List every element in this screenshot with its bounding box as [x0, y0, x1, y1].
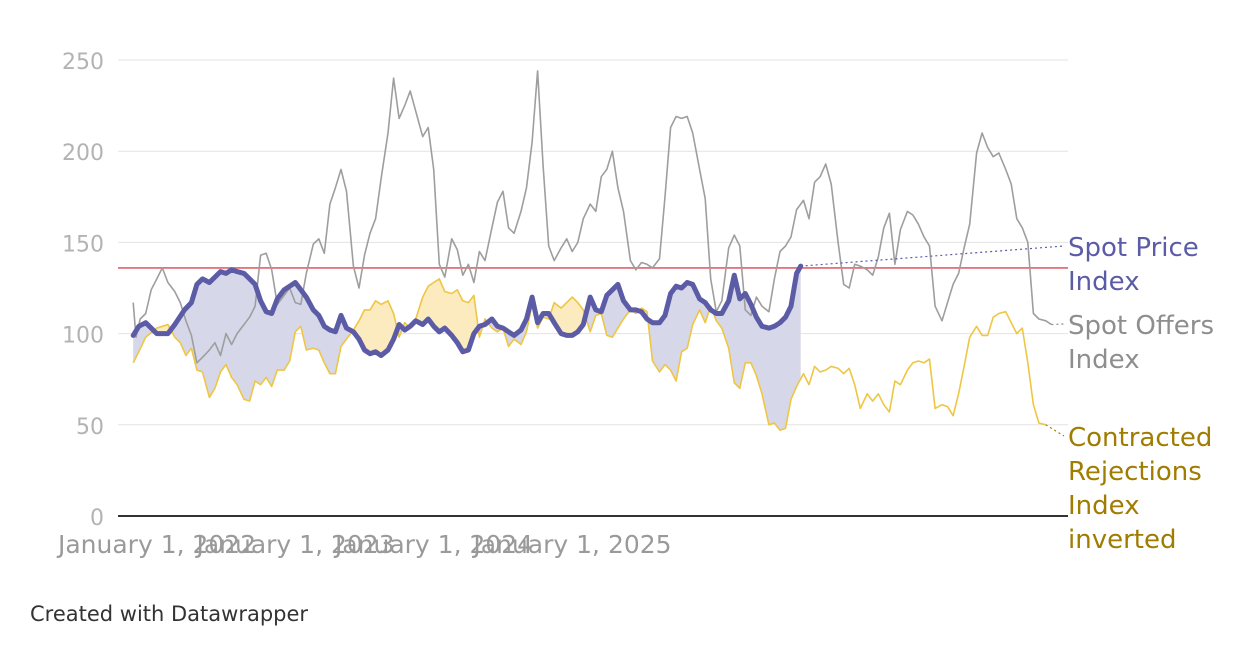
area-spot-above: [133, 322, 154, 363]
series-label-connector: [800, 245, 1065, 267]
series-label-connector: [1045, 424, 1065, 437]
area-spot-above: [712, 266, 801, 430]
series-label: Spot Price: [1068, 233, 1199, 263]
area-spot-above: [585, 284, 639, 338]
series-label-connector: [1051, 323, 1065, 326]
area-rejections-above: [413, 279, 479, 352]
series-line-spot-offers: [132, 70, 1052, 364]
series-lines: [130, 70, 1052, 432]
series-label: Spot Offers: [1068, 311, 1214, 341]
y-axis-ticks: 0 50 100 150 200 250: [62, 50, 104, 531]
series-label: Contracted: [1068, 423, 1212, 453]
y-tick-label: 0: [90, 506, 104, 531]
series-label: Index: [1068, 491, 1140, 521]
x-tick-label: January 1, 2022: [56, 530, 256, 559]
area-rejections-above: [352, 300, 398, 356]
y-tick-label: 150: [62, 232, 104, 257]
series-label: Index: [1068, 267, 1140, 297]
area-spot-above: [647, 282, 710, 381]
x-tick-label: January 1, 2025: [471, 530, 671, 559]
series-label: Rejections: [1068, 457, 1202, 487]
y-tick-label: 50: [76, 415, 104, 440]
x-tick-label: January 1, 2023: [194, 530, 394, 559]
series-line-spot-price: [130, 263, 804, 358]
series-line-contracted-rejections: [132, 278, 1047, 432]
series-labels: Spot Price Index Spot Offers Index Contracte…: [800, 233, 1214, 555]
series-label: inverted: [1068, 525, 1176, 555]
chart-credit[interactable]: Created with Datawrapper: [30, 602, 309, 626]
y-tick-label: 250: [62, 50, 104, 75]
x-tick-label: January 1, 2024: [333, 530, 533, 559]
series-label: Index: [1068, 345, 1140, 375]
y-tick-label: 200: [62, 141, 104, 166]
y-tick-label: 100: [62, 324, 104, 349]
